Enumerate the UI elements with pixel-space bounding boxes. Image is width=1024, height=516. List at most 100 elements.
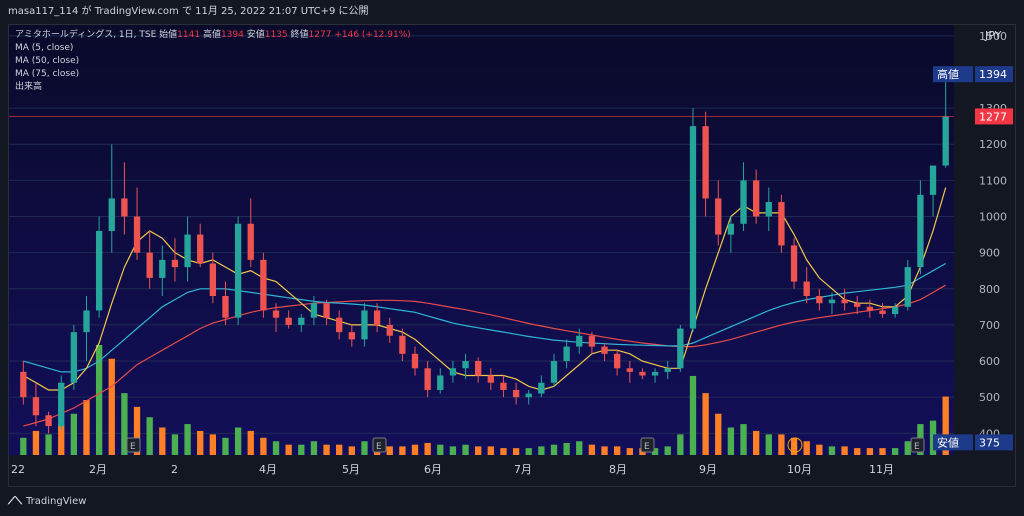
candle-body[interactable] (260, 259, 267, 311)
candle-body[interactable] (121, 198, 128, 217)
volume-bar (525, 448, 532, 455)
candle-body[interactable] (209, 263, 217, 297)
candle-body[interactable] (348, 332, 355, 340)
legend-ma75[interactable]: MA (75, close) (15, 69, 80, 79)
candle-body[interactable] (386, 324, 393, 336)
candle-body[interactable] (222, 296, 229, 318)
candle-body[interactable] (449, 368, 457, 376)
candle-body[interactable] (197, 234, 204, 264)
candle-body[interactable] (95, 230, 103, 311)
candle-body[interactable] (740, 180, 747, 224)
dividend-marker[interactable] (787, 437, 803, 453)
candle-body[interactable] (361, 310, 368, 340)
candle-body[interactable] (323, 303, 330, 318)
candle-body[interactable] (399, 335, 406, 354)
legend-low-value: 1135 (264, 30, 288, 40)
candle-body[interactable] (841, 299, 848, 304)
candle-body[interactable] (576, 335, 583, 347)
earnings-marker[interactable] (126, 437, 141, 453)
candle-body[interactable] (588, 335, 596, 347)
candle-body[interactable] (702, 126, 709, 199)
earnings-marker[interactable] (372, 437, 387, 453)
candle-body[interactable] (298, 317, 305, 325)
candle-body[interactable] (234, 223, 242, 318)
candle-body[interactable] (146, 252, 153, 278)
candle-body[interactable] (487, 375, 494, 383)
ma75-line (23, 284, 946, 427)
candle-body[interactable] (538, 382, 545, 394)
candle-body[interactable] (664, 368, 671, 372)
candle-body[interactable] (942, 116, 949, 166)
candle-body[interactable] (525, 393, 532, 398)
candle-body[interactable] (424, 368, 431, 390)
candle-body[interactable] (929, 165, 937, 195)
candle-body[interactable] (879, 310, 886, 315)
candle-body[interactable] (854, 303, 861, 307)
event-marker-label: E (644, 442, 650, 452)
candle-body[interactable] (58, 382, 65, 427)
candle-body[interactable] (904, 267, 911, 307)
candle-body[interactable] (373, 310, 381, 325)
candle-body[interactable] (437, 375, 444, 390)
volume-bar (70, 413, 78, 455)
candle-body[interactable] (247, 223, 254, 260)
candle-body[interactable] (475, 361, 482, 376)
y-tick-label: 700 (979, 319, 1000, 332)
legend-high-value: 1394 (220, 30, 244, 40)
candle-body[interactable] (411, 353, 419, 369)
chart-legend: アミタホールディングス, 1日, TSE 始値1141 高値1394 安値113… (15, 29, 411, 94)
candle-body[interactable] (70, 332, 78, 383)
legend-ma5[interactable]: MA (5, close) (15, 43, 74, 53)
candle-body[interactable] (462, 361, 469, 369)
price-chart[interactable]: 15001300120011001000900800700600500400JP… (9, 25, 1015, 486)
candle-body[interactable] (83, 310, 90, 333)
candle-body[interactable] (715, 198, 722, 235)
candle-body[interactable] (310, 303, 318, 318)
y-tick-label: 900 (979, 247, 1000, 260)
candle-body[interactable] (601, 346, 608, 354)
candle-body[interactable] (500, 382, 507, 390)
candle-body[interactable] (45, 415, 52, 427)
candle-body[interactable] (790, 245, 798, 282)
candle-body[interactable] (272, 310, 280, 318)
candle-body[interactable] (803, 281, 810, 297)
volume-bar (462, 444, 469, 455)
earnings-marker[interactable] (640, 437, 655, 453)
volume-bar (816, 444, 823, 455)
candle-body[interactable] (32, 397, 40, 416)
candle-body[interactable] (752, 180, 760, 217)
candle-body[interactable] (171, 259, 179, 268)
candle-body[interactable] (184, 234, 191, 268)
tradingview-logo-icon: ⟋⟍ (8, 496, 22, 507)
candle-body[interactable] (336, 317, 343, 333)
candle-body[interactable] (778, 202, 785, 246)
candle-body[interactable] (866, 306, 874, 311)
candle-body[interactable] (626, 368, 633, 372)
candle-body[interactable] (563, 346, 570, 362)
candle-body[interactable] (108, 198, 115, 231)
candle-body[interactable] (828, 299, 836, 304)
candle-body[interactable] (285, 317, 292, 325)
legend-volume[interactable]: 出来高 (15, 82, 43, 92)
candle-body[interactable] (651, 371, 659, 376)
candle-body[interactable] (917, 194, 924, 268)
earnings-marker[interactable] (910, 437, 925, 453)
candle-body[interactable] (765, 202, 772, 217)
last-price-tag (975, 108, 1013, 125)
candle-body[interactable] (550, 361, 558, 383)
candle-body[interactable] (512, 389, 520, 398)
legend-symbol-line: アミタホールディングス, 1日, TSE 始値1141 高値1394 安値113… (15, 29, 411, 42)
candle-body[interactable] (727, 223, 735, 235)
candle-body[interactable] (891, 306, 899, 315)
chart-panel[interactable]: 15001300120011001000900800700600500400JP… (8, 24, 1016, 487)
candle-body[interactable] (133, 216, 141, 253)
candle-body[interactable] (816, 296, 823, 304)
candle-body[interactable] (639, 371, 646, 376)
candle-body[interactable] (689, 126, 697, 329)
candle-body[interactable] (159, 259, 166, 278)
volume-bar (58, 424, 65, 455)
candle-body[interactable] (614, 353, 621, 369)
candle-body[interactable] (677, 328, 684, 369)
candle-body[interactable] (20, 371, 27, 398)
legend-ma50[interactable]: MA (50, close) (15, 56, 80, 66)
